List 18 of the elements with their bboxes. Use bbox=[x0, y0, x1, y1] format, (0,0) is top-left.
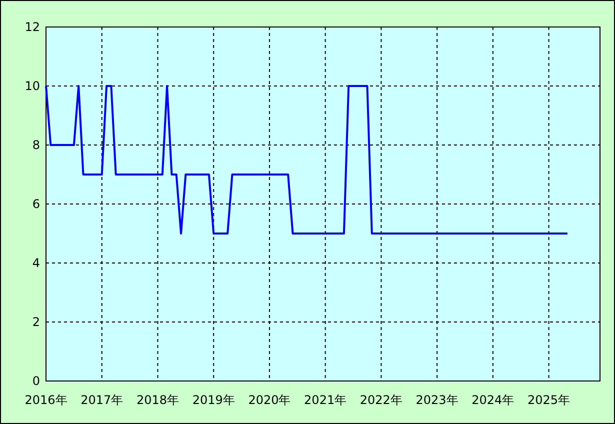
x-tick-label: 2019年 bbox=[192, 393, 235, 407]
x-tick-label: 2020年 bbox=[248, 393, 291, 407]
x-tick-label: 2016年 bbox=[24, 393, 68, 407]
x-tick-label: 2021年 bbox=[304, 393, 347, 407]
x-tick-label: 2025年 bbox=[528, 393, 570, 407]
x-tick-label: 2022年 bbox=[360, 393, 402, 407]
y-tick-label: 12 bbox=[24, 20, 40, 34]
y-tick-label: 0 bbox=[32, 374, 40, 388]
x-tick-label: 2023年 bbox=[416, 393, 458, 407]
line-series bbox=[45, 85, 568, 234]
y-tick-label: 2 bbox=[32, 315, 40, 329]
y-tick-label: 10 bbox=[24, 79, 40, 93]
x-tick-label: 2024年 bbox=[472, 393, 514, 407]
y-tick-label: 8 bbox=[32, 138, 40, 152]
y-tick-label: 4 bbox=[32, 256, 40, 270]
y-tick-label: 6 bbox=[32, 197, 40, 211]
x-tick-label: 2018年 bbox=[136, 393, 180, 407]
x-tick-label: 2017年 bbox=[80, 393, 124, 407]
